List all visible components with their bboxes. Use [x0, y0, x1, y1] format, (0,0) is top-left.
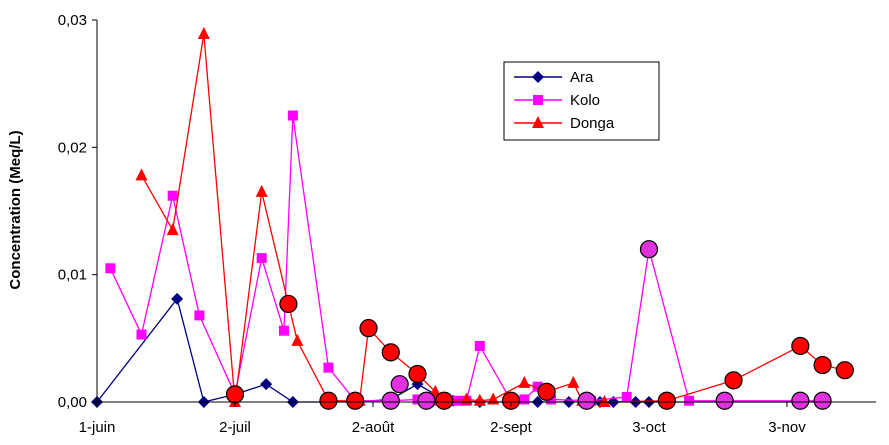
data-point [473, 393, 486, 406]
data-point [260, 378, 273, 391]
circle-marker [408, 364, 427, 384]
circle-marker [639, 240, 659, 259]
legend-label: Kolo [570, 92, 600, 109]
data-point [197, 27, 210, 40]
x-tick-label: 3-oct [632, 419, 666, 436]
data-point [621, 391, 632, 402]
circle-marker [359, 319, 378, 338]
circle-marker [346, 391, 365, 410]
data-point [532, 116, 544, 128]
circle-marker [381, 343, 400, 362]
circle-marker [225, 385, 245, 404]
x-tick-label: 2-sept [490, 419, 533, 436]
legend-label: Ara [570, 69, 594, 86]
x-tick-label: 1-juin [79, 419, 116, 436]
circle-marker [435, 391, 454, 410]
data-point [167, 190, 178, 201]
data-point [136, 329, 147, 340]
y-tick-label: 0,03 [58, 12, 87, 29]
circle-marker [715, 391, 734, 410]
y-tick-label: 0,00 [58, 394, 87, 411]
circle-marker [390, 375, 409, 394]
data-point [460, 392, 473, 405]
series-layer [91, 27, 851, 408]
data-point [487, 392, 500, 405]
data-point [135, 168, 148, 181]
y-tick-label: 0,01 [58, 267, 87, 284]
data-point [519, 394, 530, 405]
data-point [452, 395, 463, 406]
data-point [598, 395, 611, 407]
y-tick-label: 0,02 [58, 139, 87, 156]
x-tick-label: 2-août [352, 419, 395, 436]
legend-box [503, 61, 660, 141]
circle-marker [791, 391, 810, 410]
series-ara [91, 292, 829, 408]
data-point [278, 325, 289, 336]
data-point [291, 333, 304, 346]
data-point [474, 340, 485, 351]
data-point [518, 375, 531, 388]
data-point [287, 110, 298, 121]
data-point [166, 223, 179, 236]
y-axis-label: Concentration (Meq/L) [7, 130, 24, 289]
circle-marker [279, 294, 298, 314]
legend: Ara Kolo Donga [503, 61, 660, 141]
data-point [533, 95, 543, 105]
circle-marker [724, 371, 743, 390]
x-tick-label: 2-juil [219, 419, 251, 436]
x-tick-label: 3-nov [768, 419, 806, 436]
circle-marker [537, 382, 556, 401]
data-point [323, 362, 334, 373]
series-line [140, 33, 845, 403]
circle-markers [225, 240, 854, 410]
data-point [532, 381, 543, 392]
data-point [532, 71, 544, 83]
circle-marker [813, 391, 832, 410]
circle-marker [381, 391, 400, 410]
circle-marker [813, 355, 832, 375]
data-point [194, 310, 205, 321]
circle-marker [657, 391, 676, 410]
data-point [684, 395, 695, 406]
circle-marker [501, 391, 521, 410]
circle-marker [417, 391, 436, 410]
legend-label: Donga [570, 115, 615, 132]
data-point [567, 375, 580, 388]
circle-marker [319, 391, 338, 410]
circle-marker [791, 336, 810, 356]
data-point [256, 253, 267, 264]
circle-marker [577, 391, 596, 410]
circle-marker [835, 361, 854, 380]
series-donga [135, 27, 851, 407]
data-point [105, 263, 116, 274]
series-line [109, 115, 823, 402]
axes: 0,00 0,01 0,02 0,03 1-juin 2-juil 2-août 2-sept… [58, 12, 876, 436]
data-point [171, 292, 184, 305]
data-point [255, 184, 268, 197]
